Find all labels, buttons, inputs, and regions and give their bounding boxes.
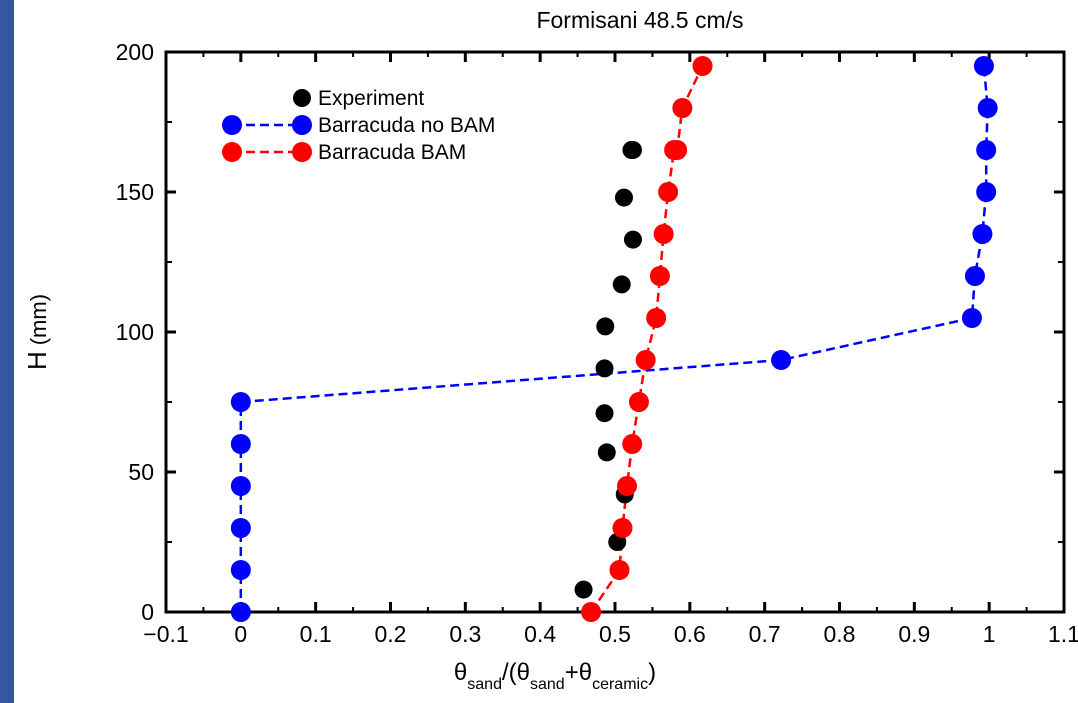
- legend-label-barracuda-bam: Barracuda BAM: [318, 141, 466, 164]
- experiment-point: [622, 141, 641, 159]
- barracuda-no-bam-point: [964, 266, 985, 286]
- x-tick-label: 0.4: [524, 621, 556, 647]
- barracuda-no-bam-point: [230, 602, 251, 622]
- y-ticks: 0 50 100 150 200: [116, 39, 1064, 625]
- experiment-point: [623, 230, 642, 249]
- experiment-point: [596, 317, 615, 336]
- x-tick-label: 0.3: [449, 621, 481, 647]
- barracuda-bam-point: [653, 224, 674, 244]
- x-tick-label: 1: [983, 621, 996, 647]
- barracuda-bam-point: [612, 518, 633, 538]
- y-tick-label: 50: [128, 459, 154, 485]
- x-tick-label: 0.8: [824, 621, 856, 647]
- barracuda-no-bam-point: [230, 518, 251, 538]
- barracuda-bam-point: [667, 140, 688, 160]
- chart-title: Formisani 48.5 cm/s: [536, 7, 743, 33]
- barracuda-bam-point: [692, 56, 713, 76]
- barracuda-bam-point: [616, 476, 637, 496]
- barracuda-bam-point: [581, 602, 602, 622]
- x-tick-label: 0: [234, 621, 247, 647]
- series-points: [230, 56, 998, 622]
- xlabel-sub-sand-1: sand: [467, 676, 502, 693]
- x-tick-label: 0.5: [599, 621, 631, 647]
- ylabel-unit: (mm): [26, 294, 51, 345]
- y-tick-label: 200: [116, 39, 154, 65]
- barracuda-bam-point: [622, 434, 643, 454]
- barracuda-no-bam-point: [230, 476, 251, 496]
- y-tick-label: 0: [141, 599, 154, 625]
- x-ticks: −0.1 0 0.1 0.2 0.3 0.4 0.5 0.6 0.7 0.8 0.9 1 1.1: [143, 52, 1078, 647]
- y-tick-label: 150: [116, 179, 154, 205]
- legend-marker-barracuda-bam: [222, 142, 242, 162]
- x-tick-label: 0.2: [375, 621, 407, 647]
- legend-label-barracuda-no-bam: Barracuda no BAM: [318, 114, 495, 137]
- legend-marker-barracuda-no-bam: [292, 115, 312, 135]
- experiment-point: [595, 359, 614, 378]
- x-tick-label: 0.1: [300, 621, 332, 647]
- barracuda-bam-point: [635, 350, 656, 370]
- xlabel-theta-1: θ: [454, 659, 467, 686]
- xlabel-sub-ceramic: ceramic: [592, 676, 648, 693]
- experiment-point: [597, 443, 616, 462]
- x-tick-label: 0.6: [674, 621, 706, 647]
- ylabel-main: H: [22, 351, 52, 370]
- legend-label-experiment: Experiment: [318, 87, 424, 110]
- barracuda-bam-point: [658, 182, 679, 202]
- chart-svg: Formisani 48.5 cm/s −0.1 0 0.1 0.2 0.3 0.4 0.5…: [22, 7, 1078, 693]
- barracuda-no-bam-point: [976, 140, 997, 160]
- legend: Experiment Barracuda no BAM Barracuda BAM: [222, 87, 495, 164]
- x-tick-label: 0.7: [749, 621, 781, 647]
- legend-marker-barracuda-no-bam: [222, 115, 242, 135]
- barracuda-no-bam-point: [230, 560, 251, 580]
- xlabel-sub-sand-2: sand: [530, 676, 565, 693]
- y-axis-label: H (mm): [22, 294, 52, 370]
- barracuda-no-bam-point: [961, 308, 982, 328]
- barracuda-no-bam-point: [976, 182, 997, 202]
- barracuda-bam-point: [649, 266, 670, 286]
- experiment-point: [612, 275, 631, 294]
- legend-marker-experiment: [293, 89, 311, 107]
- legend-marker-barracuda-bam: [292, 142, 312, 162]
- x-tick-label: 1.1: [1048, 621, 1078, 647]
- barracuda-bam-point: [609, 560, 630, 580]
- barracuda-no-bam-point: [977, 98, 998, 118]
- experiment-point: [614, 188, 633, 207]
- barracuda-no-bam-point: [972, 224, 993, 244]
- chart-panel: Formisani 48.5 cm/s −0.1 0 0.1 0.2 0.3 0.4 0.5…: [14, 0, 1078, 703]
- barracuda-bam-point: [672, 98, 693, 118]
- x-tick-label: 0.9: [898, 621, 930, 647]
- experiment-point: [574, 580, 593, 599]
- xlabel-plus: +θ: [565, 659, 592, 686]
- xlabel-open: /(θ: [502, 659, 530, 686]
- barracuda-bam-point: [628, 392, 649, 412]
- experiment-point: [595, 404, 614, 423]
- barracuda-no-bam-point: [230, 392, 251, 412]
- barracuda-no-bam-point: [230, 434, 251, 454]
- y-tick-label: 100: [116, 319, 154, 345]
- barracuda-bam-point: [646, 308, 667, 328]
- x-tick-label: −0.1: [143, 621, 188, 647]
- xlabel-close: ): [648, 659, 656, 686]
- barracuda-no-bam-point: [771, 350, 792, 370]
- x-axis-label: θsand/(θsand+θceramic): [454, 659, 656, 693]
- barracuda-no-bam-point: [973, 56, 994, 76]
